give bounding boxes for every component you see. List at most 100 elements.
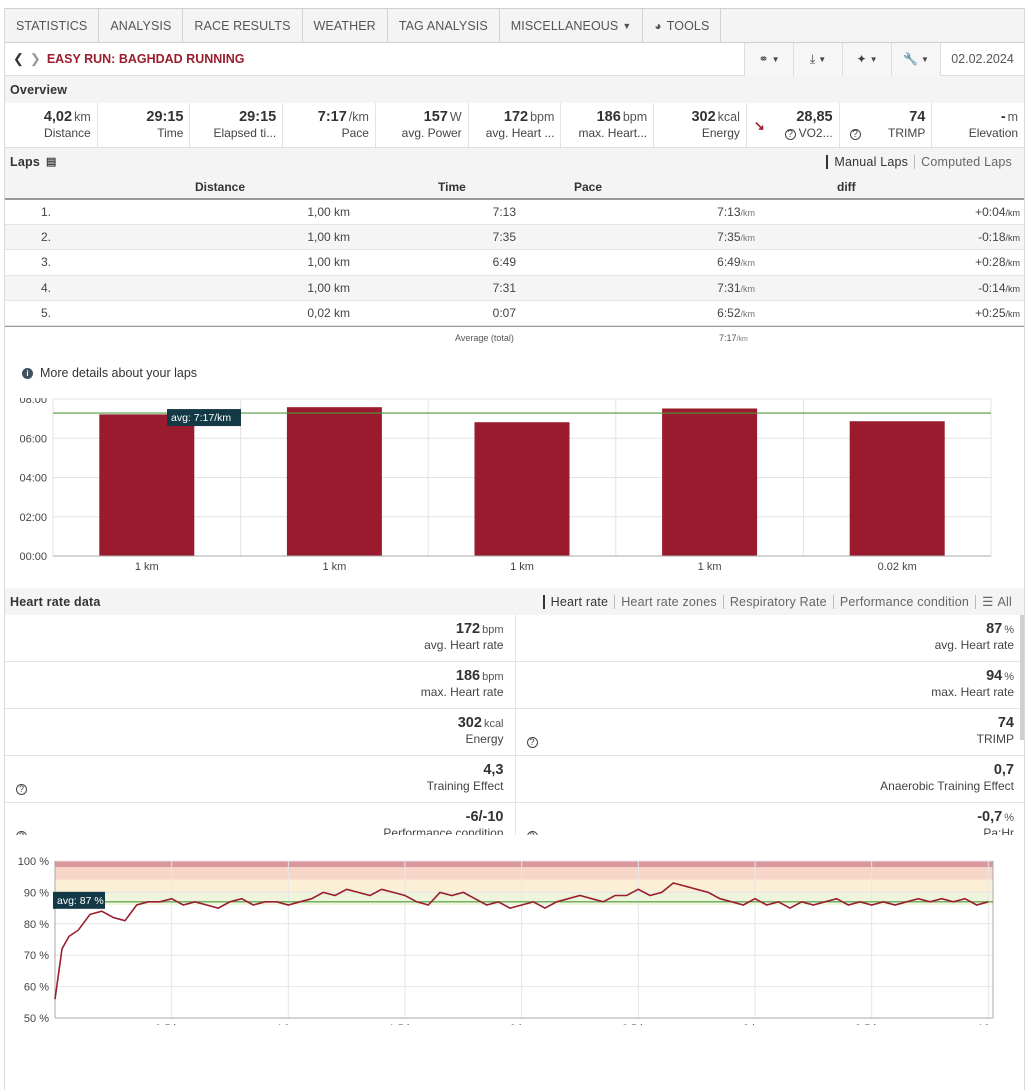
tab-tools[interactable]: ◕ Tools bbox=[643, 9, 722, 42]
pace-value: 7:31 bbox=[717, 280, 741, 295]
share-button[interactable]: ⚭ ▼ bbox=[744, 42, 793, 76]
lap-time: 7:31 bbox=[350, 275, 520, 302]
metric-value: 87% bbox=[516, 621, 1014, 637]
lap-diff: -0:18/km bbox=[755, 224, 1024, 251]
heart-rate-cell: ? 74 TRIMP bbox=[516, 709, 1025, 755]
tab-label: Statistics bbox=[16, 18, 88, 33]
value-unit: km bbox=[74, 110, 91, 124]
tab-tag-analysis[interactable]: Tag analysis bbox=[388, 9, 500, 42]
average-total-pace: 7:17/km bbox=[719, 333, 748, 343]
metric-value: -6/-10 bbox=[5, 809, 504, 825]
metric-label: Energy bbox=[465, 732, 504, 747]
overview-item: 186 bpm max. Heart... bbox=[561, 103, 655, 147]
average-label-box bbox=[167, 409, 241, 427]
chevron-down-icon: ▼ bbox=[771, 54, 780, 64]
help-icon[interactable]: ? bbox=[526, 737, 538, 749]
table-row: 3. 1,00 km 6:49 6:49/km +0:28/km bbox=[5, 249, 1024, 276]
overview-value: 157 W bbox=[380, 109, 462, 125]
wrench-button[interactable]: 🔧 ▼ bbox=[891, 42, 940, 76]
average-label-box bbox=[53, 892, 105, 910]
value-number: 28,85 bbox=[796, 109, 833, 125]
overview-label: ? VO2... bbox=[751, 126, 833, 140]
label-text: Elapsed ti... bbox=[213, 126, 277, 140]
x-tick-label: 4 km bbox=[976, 1023, 1000, 1025]
lap-number: 1. bbox=[5, 199, 195, 225]
overview-item: 172 bpm avg. Heart ... bbox=[469, 103, 562, 147]
diff-value: +0:28 bbox=[975, 255, 1006, 270]
computed-laps-option[interactable]: Computed Laps bbox=[914, 154, 1018, 169]
bar-chart-icon[interactable]: ▤ bbox=[45, 156, 57, 168]
lap-time: 7:35 bbox=[350, 224, 520, 251]
all-option[interactable]: ☰ All bbox=[975, 594, 1018, 609]
help-icon[interactable]: ? bbox=[784, 129, 796, 140]
heart-rate-zones-option[interactable]: Heart rate zones bbox=[614, 594, 723, 609]
diff-unit: /km bbox=[1005, 309, 1021, 320]
metric-label: max. Heart rate bbox=[420, 685, 504, 700]
label-text: Energy bbox=[701, 126, 740, 140]
tab-statistics[interactable]: Statistics bbox=[5, 9, 100, 42]
bar[interactable] bbox=[474, 422, 570, 557]
col-diff: diff bbox=[755, 175, 1024, 200]
average-total-label: Average (total) bbox=[455, 333, 514, 344]
respiratory-rate-option[interactable]: Respiratory Rate bbox=[722, 594, 833, 609]
value-number: 172 bbox=[503, 109, 529, 125]
y-tick-label: 60 % bbox=[24, 982, 49, 994]
y-tick-label: 04:00 bbox=[19, 473, 47, 485]
table-row: 4. 1,00 km 7:31 7:31/km -0:14/km bbox=[5, 275, 1024, 302]
activity-date: 02.02.2024 bbox=[940, 42, 1024, 76]
bar[interactable] bbox=[99, 414, 195, 557]
heart-rate-row: 172 bpm avg. Heart rate 87% avg. Heart rate bbox=[5, 615, 1024, 663]
option-label: Respiratory Rate bbox=[729, 594, 827, 609]
value-number: 157 bbox=[423, 109, 448, 125]
metric-label: Training Effect bbox=[426, 779, 504, 794]
pace-value: 6:49 bbox=[717, 255, 741, 270]
help-icon[interactable]: ? bbox=[526, 831, 538, 836]
diff-value: +0:25 bbox=[975, 306, 1006, 321]
label-text: max. Heart... bbox=[578, 126, 648, 140]
lap-pace: 7:13/km bbox=[520, 199, 755, 225]
overview-value: 29:15 bbox=[194, 109, 276, 125]
section-title: Overview bbox=[10, 82, 68, 97]
help-icon[interactable]: ? bbox=[16, 831, 27, 836]
tab-analysis[interactable]: Analysis bbox=[99, 9, 184, 42]
next-arrow-icon[interactable]: ❯ bbox=[29, 51, 41, 66]
x-tick-label: 1 km bbox=[276, 1023, 300, 1025]
x-tick-label: 0.02 km bbox=[878, 561, 917, 573]
tab-race-results[interactable]: Race results bbox=[183, 9, 303, 42]
trend-down-icon: ↘ bbox=[753, 118, 765, 133]
help-icon[interactable]: ? bbox=[16, 784, 27, 796]
metric-value: 4,3 bbox=[5, 762, 503, 778]
value-number: 186 bbox=[596, 109, 621, 125]
heart-rate-option[interactable]: Heart rate bbox=[542, 594, 615, 609]
bar[interactable] bbox=[662, 408, 758, 557]
download-button[interactable]: ⤓ ▼ bbox=[793, 42, 842, 76]
x-tick-label: 2 km bbox=[510, 1023, 534, 1025]
download-icon: ⤓ bbox=[809, 51, 816, 66]
option-label: Heart rate bbox=[550, 594, 609, 609]
x-tick-label: 0,5 km bbox=[155, 1023, 188, 1025]
tab-label: Analysis bbox=[110, 18, 172, 33]
bar[interactable] bbox=[286, 407, 382, 557]
manual-laps-option[interactable]: Manual Laps bbox=[826, 154, 914, 169]
performance-condition-option[interactable]: Performance condition bbox=[832, 594, 975, 609]
scrollbar[interactable] bbox=[1020, 615, 1024, 741]
overview-label: Pace bbox=[287, 126, 369, 140]
col-distance: Distance bbox=[195, 175, 350, 200]
value-number: 302 bbox=[457, 715, 482, 732]
lap-details-link[interactable]: i More details about your laps bbox=[5, 348, 1024, 398]
previous-arrow-icon[interactable]: ❮ bbox=[13, 51, 24, 66]
bar[interactable] bbox=[849, 421, 945, 557]
value-number: 74 bbox=[997, 715, 1014, 732]
tab-miscellaneous[interactable]: Miscellaneous ▼ bbox=[500, 9, 644, 42]
help-icon[interactable]: ? bbox=[849, 129, 861, 140]
y-tick-label: 50 % bbox=[24, 1013, 49, 1025]
overview-label: Elapsed ti... bbox=[194, 126, 277, 140]
tab-label: Tag analysis bbox=[398, 18, 488, 33]
value-number: - bbox=[1000, 109, 1006, 125]
heart-rate-cell: 94% max. Heart rate bbox=[516, 662, 1025, 708]
tab-weather[interactable]: Weather bbox=[303, 9, 388, 42]
label-text: avg. Heart ... bbox=[485, 126, 555, 140]
value-unit: kcal bbox=[717, 110, 740, 124]
magic-wand-button[interactable]: ✦ ▼ bbox=[842, 42, 891, 76]
gauge-icon: ◕ bbox=[654, 18, 662, 33]
